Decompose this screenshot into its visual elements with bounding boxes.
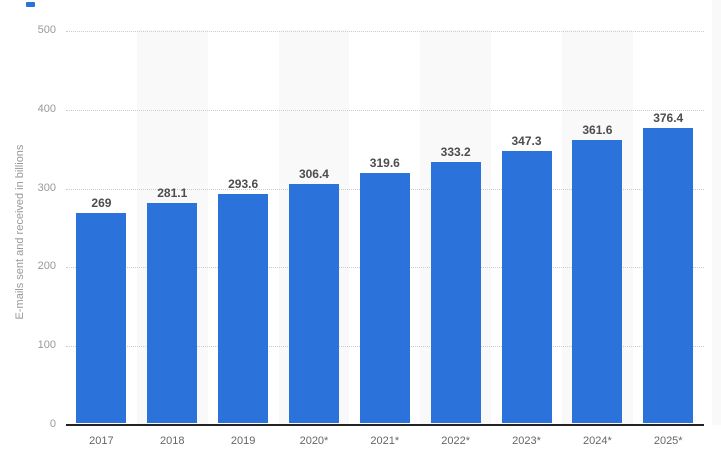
bar-2018[interactable] [147,203,198,424]
y-axis-tick-label: 200 [37,260,56,273]
x-axis-label: 2019 [230,435,256,447]
y-axis-title: E-mails sent and received in billions [14,144,26,320]
bar-2022[interactable] [430,162,481,424]
x-axis-line [66,423,704,426]
bar-value-label: 306.4 [298,166,329,181]
gridline [66,109,704,111]
x-axis-label: 2020* [299,435,329,447]
bar-2020[interactable] [288,183,339,424]
y-axis-tick-label: 100 [37,339,56,352]
stray-blue-mark [26,2,35,7]
bar-value-label: 269 [91,196,112,211]
x-axis-label: 2017 [89,435,114,447]
x-axis-label: 2021* [370,435,400,447]
bar-value-label: 347.3 [511,134,542,149]
bar-value-label: 319.6 [369,156,400,171]
y-axis-tick-label: 300 [37,181,56,194]
bar-value-label: 293.6 [228,176,259,191]
bar-value-label: 333.2 [440,145,471,160]
bar-2025[interactable] [643,128,694,424]
bar-value-label: 281.1 [157,186,188,201]
bar-value-label: 361.6 [582,123,613,138]
y-axis-tick-label: 400 [37,102,56,115]
bar-2023[interactable] [501,151,552,424]
x-axis-label: 2024* [582,435,612,447]
bar-2024[interactable] [572,140,623,424]
y-axis-tick-label: 500 [37,24,56,36]
bar-2021[interactable] [359,173,410,424]
x-axis-label: 2025* [653,435,683,447]
x-axis-label: 2018 [160,435,185,447]
x-axis-label: 2022* [441,435,471,447]
x-axis-label: 2023* [512,435,541,447]
y-axis-tick-label: 0 [49,418,56,430]
bar-2017[interactable] [76,213,127,424]
bar-value-label: 376.4 [653,111,684,126]
right-edge-band [712,0,721,425]
gridline [66,31,704,32]
bar-2019[interactable] [218,193,269,424]
